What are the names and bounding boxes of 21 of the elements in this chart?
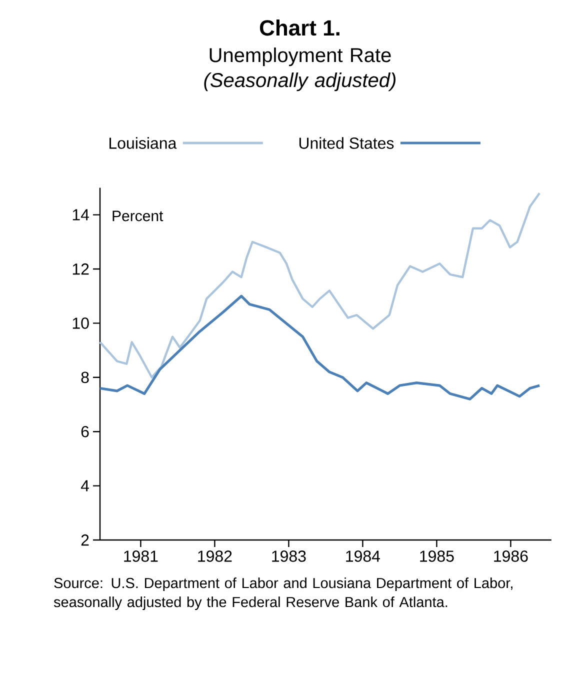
legend-label: United States <box>299 137 394 149</box>
y-tick-label: 4 <box>80 480 90 492</box>
source-note: Source: U.S. Department of Labor and Lousiana Department of Labor, seasonally adjusted by the Federal Reserve Bank of Atlanta. <box>54 578 512 610</box>
y-tick-label: 6 <box>81 426 89 438</box>
chart-subtitle: Unemployment Rate (Seasonally adjusted) <box>204 48 396 92</box>
line-series <box>98 294 541 400</box>
y-tick-label: 14 <box>72 209 89 220</box>
x-tick-label: 1986 <box>494 550 528 562</box>
y-tick-label: 8 <box>81 372 89 384</box>
x-tick-label: 1982 <box>198 550 232 562</box>
x-tick-label: 1985 <box>420 550 454 562</box>
x-tick-label: 1984 <box>346 550 380 562</box>
chart-title: Chart 1. <box>260 20 340 36</box>
y-tick-label: 2 <box>81 534 89 546</box>
x-tick-label: 1983 <box>272 550 306 562</box>
y-axis-title: Percent <box>112 210 164 222</box>
y-tick-label: 12 <box>72 263 89 275</box>
x-tick-label: 1981 <box>124 550 158 562</box>
legend-label: Louisiana <box>110 137 177 149</box>
line-series <box>98 192 541 378</box>
y-tick-label: 10 <box>72 318 89 329</box>
